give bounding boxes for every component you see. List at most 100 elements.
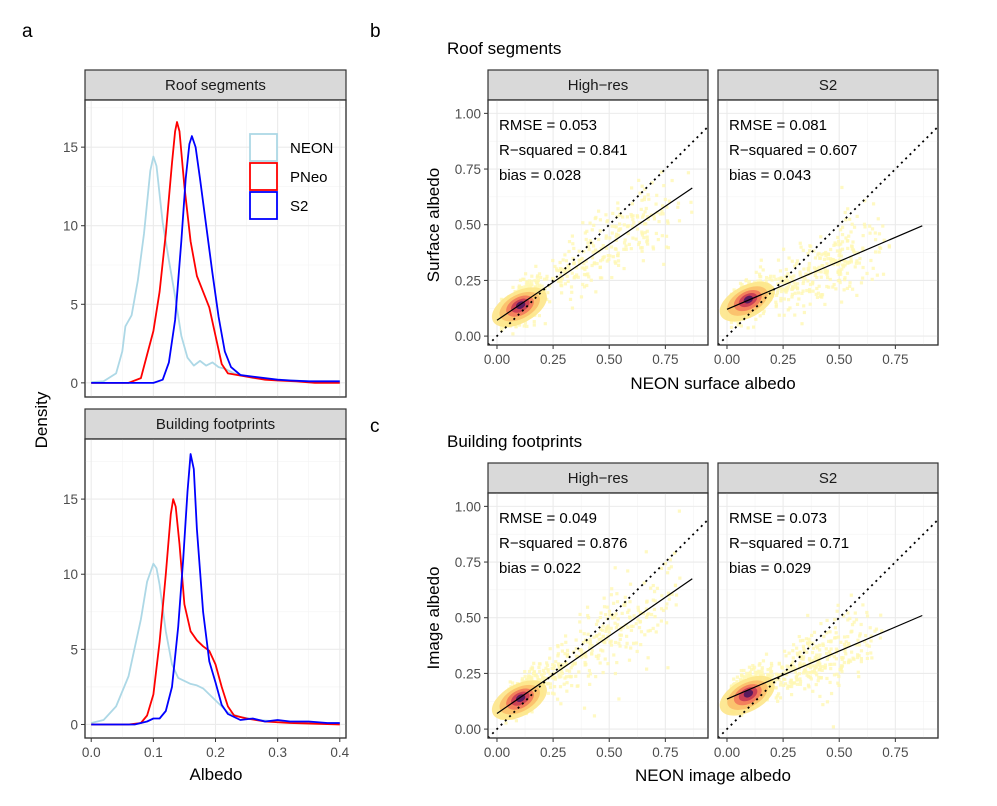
scatter-point (560, 649, 565, 653)
scatter-point (584, 655, 588, 659)
scatter-point (834, 657, 838, 661)
scatter-point (664, 234, 669, 238)
scatter-point (875, 273, 879, 277)
scatter-point (847, 234, 851, 238)
scatter-point (862, 222, 867, 226)
scatter-point (593, 216, 597, 221)
scatter-point (616, 617, 620, 621)
scatter-point (797, 297, 801, 301)
scatter-point (569, 285, 574, 289)
scatter-point (570, 290, 574, 294)
scatter-point (565, 654, 570, 658)
scatter-point (801, 655, 806, 659)
scatter-point (806, 251, 810, 256)
scatter-point (833, 260, 837, 265)
scatter-point (832, 662, 837, 666)
scatter-point (774, 696, 778, 700)
scatter-point (558, 685, 563, 689)
scatter-point (611, 211, 615, 216)
scatter-point (548, 682, 553, 686)
scatter-point (599, 637, 603, 641)
scatter-point (795, 678, 799, 682)
scatter-point (535, 282, 539, 287)
scatter-point (628, 582, 633, 586)
scatter-point (798, 672, 802, 676)
scatter-point (819, 293, 824, 297)
scatter-point (816, 646, 820, 650)
scatter-point (781, 677, 786, 681)
scatter-point (770, 664, 774, 668)
scatter-point (575, 684, 579, 688)
scatter-point (829, 647, 833, 651)
scatter-point (596, 656, 600, 661)
scatter-point (590, 648, 594, 653)
scatter-point (838, 667, 842, 671)
scatter-point (627, 242, 631, 246)
scatter-point (599, 648, 603, 652)
scatter-point (861, 248, 865, 252)
scatter-point (602, 605, 607, 609)
scatter-point (551, 276, 555, 281)
scatter-point (527, 279, 531, 283)
scatter-point (855, 653, 860, 657)
scatter-point (736, 323, 740, 327)
scatter-point (582, 250, 586, 254)
scatter-point (743, 675, 747, 679)
scatter-point (648, 628, 652, 633)
scatter-point (777, 662, 781, 666)
scatter-point (869, 258, 873, 263)
scatter-point (579, 295, 584, 299)
scatter-point (790, 292, 794, 296)
scatter-point (653, 614, 657, 619)
scatter-point (835, 649, 840, 653)
scatter-point (779, 673, 784, 677)
scatter-point (859, 656, 864, 661)
scatter-point (667, 566, 671, 571)
scatter-point (628, 600, 632, 604)
scatter-point (553, 677, 557, 681)
scatter-point (839, 640, 843, 644)
scatter-point (613, 640, 618, 645)
scatter-point (887, 245, 891, 249)
scatter-point (851, 287, 855, 291)
scatter-point (825, 676, 829, 681)
scatter-point (607, 257, 611, 262)
scatter-point (631, 214, 635, 218)
scatter-point (842, 635, 847, 639)
scatter-point (616, 263, 621, 267)
scatter-cloud (491, 509, 682, 725)
scatter-point (868, 626, 872, 630)
scatter-point (626, 569, 630, 573)
scatter-point (594, 622, 599, 626)
scatter-point (645, 229, 649, 233)
scatter-point (623, 595, 627, 599)
scatter-point (637, 626, 642, 630)
y-tick-label: 5 (70, 642, 78, 657)
scatter-point (739, 668, 743, 673)
scatter-point (791, 656, 795, 660)
scatter-point (780, 277, 784, 281)
density-y-axis-title: Density (32, 391, 51, 448)
scatter-point (536, 274, 540, 278)
scatter-point (522, 324, 526, 328)
scatter-point (849, 630, 853, 634)
scatter-point (746, 675, 750, 679)
scatter-point (795, 259, 800, 263)
scatter-point (660, 209, 664, 213)
roof-x-axis-title: NEON surface albedo (630, 374, 795, 393)
scatter-point (528, 282, 532, 286)
scatter-point (801, 638, 805, 643)
scatter-point (768, 666, 773, 671)
scatter-point (541, 678, 545, 682)
scatter-point (757, 663, 761, 667)
scatter-point (622, 223, 626, 227)
x-tick-label: 0.25 (770, 352, 796, 367)
scatter-point (846, 611, 850, 615)
scatter-point (582, 706, 587, 710)
scatter-point (667, 199, 671, 203)
scatter-point (604, 236, 608, 240)
scatter-point (800, 291, 804, 296)
scatter-point (578, 648, 582, 652)
footprint-chart-title: Building footprints (447, 432, 582, 451)
scatter-point (800, 663, 805, 668)
